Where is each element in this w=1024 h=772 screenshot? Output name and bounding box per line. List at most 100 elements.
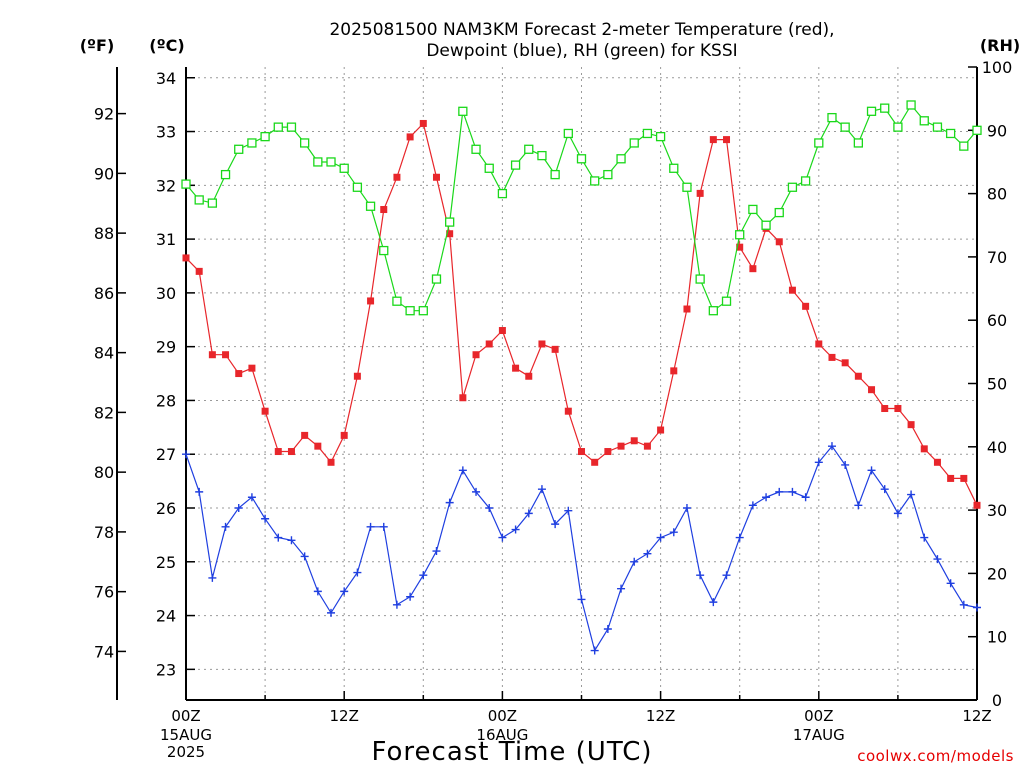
temperature-point xyxy=(472,351,480,359)
rh-point xyxy=(418,306,428,316)
dewpoint-point xyxy=(195,487,204,496)
temperature-point xyxy=(327,458,335,466)
dewpoint-point xyxy=(340,587,349,596)
temperature-point xyxy=(736,243,744,251)
rh-point xyxy=(721,296,732,306)
temperature-point xyxy=(498,327,506,335)
rh-point xyxy=(959,141,969,151)
dewpoint-point xyxy=(379,522,388,531)
rh-point xyxy=(524,144,534,154)
dewpoint-point xyxy=(498,533,507,542)
time-tick-label: 00Z xyxy=(171,707,200,725)
rh-series xyxy=(181,100,982,316)
dewpoint-point xyxy=(709,598,718,607)
credit-link[interactable]: coolwx.com/models xyxy=(857,747,1014,765)
rh-point xyxy=(458,106,468,116)
celsius-tick-label: 25 xyxy=(156,553,176,572)
temperature-point xyxy=(868,386,876,394)
dewpoint-point xyxy=(524,509,533,518)
rh-point xyxy=(708,306,718,316)
rh-point xyxy=(576,154,587,164)
rh-tick-label: 100 xyxy=(982,58,1013,77)
dewpoint-point xyxy=(353,568,362,577)
dewpoint-point xyxy=(801,493,810,502)
temperature-point xyxy=(960,474,968,482)
rh-point xyxy=(286,122,297,132)
temperature-point xyxy=(274,448,282,456)
temperature-point xyxy=(301,431,309,439)
rh-point xyxy=(497,188,508,199)
rh-point xyxy=(774,207,784,218)
temperature-point xyxy=(208,351,216,359)
rh-point xyxy=(563,128,573,139)
temperature-point xyxy=(551,345,559,353)
rh-tick-label: 60 xyxy=(987,311,1007,330)
temperature-point xyxy=(841,359,849,367)
fahrenheit-axis: 74 76 78 80 82 84 86 88 90 92 xyxy=(94,105,126,661)
dewpoint-point xyxy=(537,485,546,494)
temperature-point xyxy=(393,173,401,181)
celsius-tick-label: 26 xyxy=(156,499,176,518)
fahrenheit-tick-label: 80 xyxy=(94,463,114,482)
rh-point xyxy=(866,106,877,116)
dewpoint-point xyxy=(920,533,929,542)
fahrenheit-tick-label: 84 xyxy=(94,344,114,363)
rh-point xyxy=(207,198,218,208)
time-tick-label: 00Z xyxy=(488,707,517,725)
rh-point xyxy=(510,160,521,170)
rh-point xyxy=(431,274,442,284)
rh-point xyxy=(365,201,376,211)
temperature-point xyxy=(314,442,322,450)
dewpoint-point xyxy=(775,487,784,496)
dewpoint-point xyxy=(300,552,309,561)
temperature-point xyxy=(591,458,599,466)
temperature-point xyxy=(630,437,638,445)
rh-point xyxy=(814,138,824,148)
fahrenheit-tick-label: 78 xyxy=(94,523,114,542)
rh-point xyxy=(405,306,415,316)
temperature-point xyxy=(446,230,454,238)
dewpoint-point xyxy=(458,466,467,475)
celsius-tick-label: 30 xyxy=(156,284,176,303)
rh-point xyxy=(695,274,705,284)
dewpoint-point xyxy=(472,487,481,496)
year-label: 2025 xyxy=(167,743,205,761)
dewpoint-point xyxy=(788,487,797,496)
temperature-point xyxy=(788,286,796,294)
rh-point xyxy=(787,182,798,192)
dewpoint-point xyxy=(841,460,850,469)
rh-point xyxy=(616,154,626,164)
rh-point xyxy=(735,230,745,240)
dewpoint-point xyxy=(603,625,612,634)
celsius-tick-label: 23 xyxy=(156,660,176,679)
rh-point xyxy=(550,169,560,180)
rh-point xyxy=(761,220,771,230)
rh-tick-label: 10 xyxy=(987,628,1007,647)
dewpoint-point xyxy=(682,504,691,513)
celsius-tick-label: 34 xyxy=(156,69,176,88)
rh-point xyxy=(748,204,758,215)
rh-point xyxy=(194,195,204,205)
rh-point xyxy=(880,103,890,113)
celsius-tick-label: 32 xyxy=(156,176,176,195)
temperature-point xyxy=(406,133,414,141)
dewpoint-point xyxy=(327,608,336,617)
fahrenheit-tick-label: 82 xyxy=(94,403,114,422)
dewpoint-point xyxy=(261,514,270,523)
temperature-point xyxy=(973,501,981,509)
dewpoint-point xyxy=(182,450,190,459)
rh-tick-label: 90 xyxy=(987,121,1007,140)
temperature-point xyxy=(643,442,651,450)
temperature-series xyxy=(182,119,981,509)
rh-point xyxy=(445,217,455,227)
rh-point xyxy=(247,138,257,148)
celsius-tick-label: 29 xyxy=(156,338,176,357)
rh-point xyxy=(893,122,903,132)
dewpoint-point xyxy=(274,533,283,542)
rh-point xyxy=(853,138,863,148)
fahrenheit-tick-label: 86 xyxy=(94,284,114,303)
celsius-tick-label: 33 xyxy=(156,123,176,142)
rh-point xyxy=(181,179,191,189)
temperature-point xyxy=(617,442,625,450)
